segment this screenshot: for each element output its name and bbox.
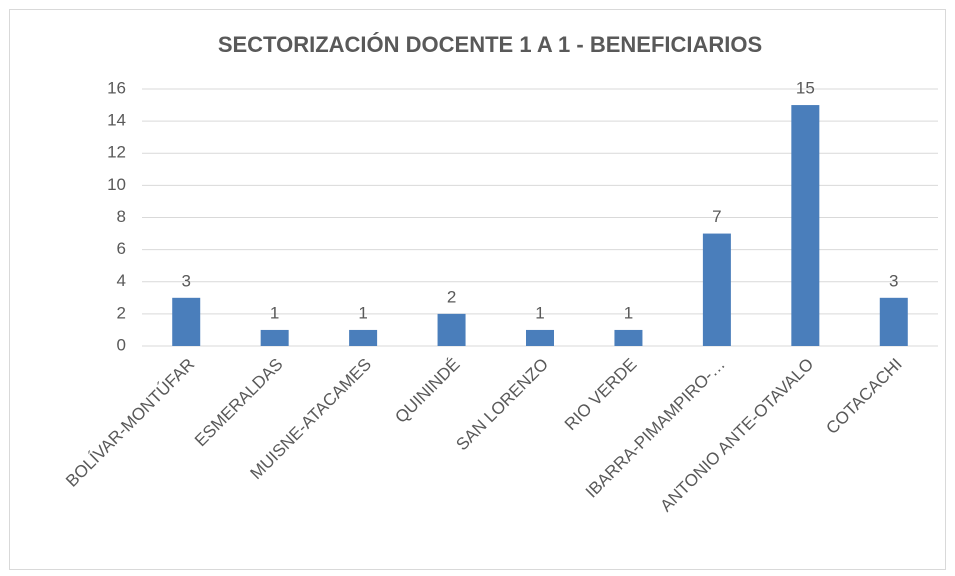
- bar: [879, 297, 908, 346]
- data-label: 1: [358, 303, 367, 322]
- y-tick-label: 10: [107, 175, 126, 194]
- data-label: 1: [624, 303, 633, 322]
- y-tick-label: 2: [117, 303, 126, 322]
- data-label: 3: [889, 271, 898, 290]
- y-tick-label: 12: [107, 143, 126, 162]
- bar: [791, 105, 820, 346]
- y-tick-label: 6: [117, 239, 126, 258]
- y-tick-label: 4: [117, 271, 126, 290]
- chart-title: SECTORIZACIÓN DOCENTE 1 A 1 - BENEFICIAR…: [218, 32, 762, 57]
- data-label: 7: [712, 207, 721, 226]
- chart-border: [9, 9, 946, 570]
- bar: [260, 329, 289, 346]
- bar: [437, 313, 466, 346]
- bar: [349, 329, 378, 346]
- bar: [172, 297, 201, 346]
- y-tick-label: 8: [117, 207, 126, 226]
- data-label: 2: [447, 287, 456, 306]
- bar: [702, 233, 731, 346]
- bar: [526, 329, 554, 346]
- data-label: 1: [270, 303, 279, 322]
- data-label: 15: [796, 79, 815, 98]
- data-label: 1: [535, 303, 544, 322]
- data-label: 3: [181, 271, 190, 290]
- y-tick-label: 16: [107, 78, 126, 97]
- y-tick-label: 14: [107, 111, 126, 130]
- bar: [614, 329, 643, 346]
- y-tick-label: 0: [117, 335, 126, 354]
